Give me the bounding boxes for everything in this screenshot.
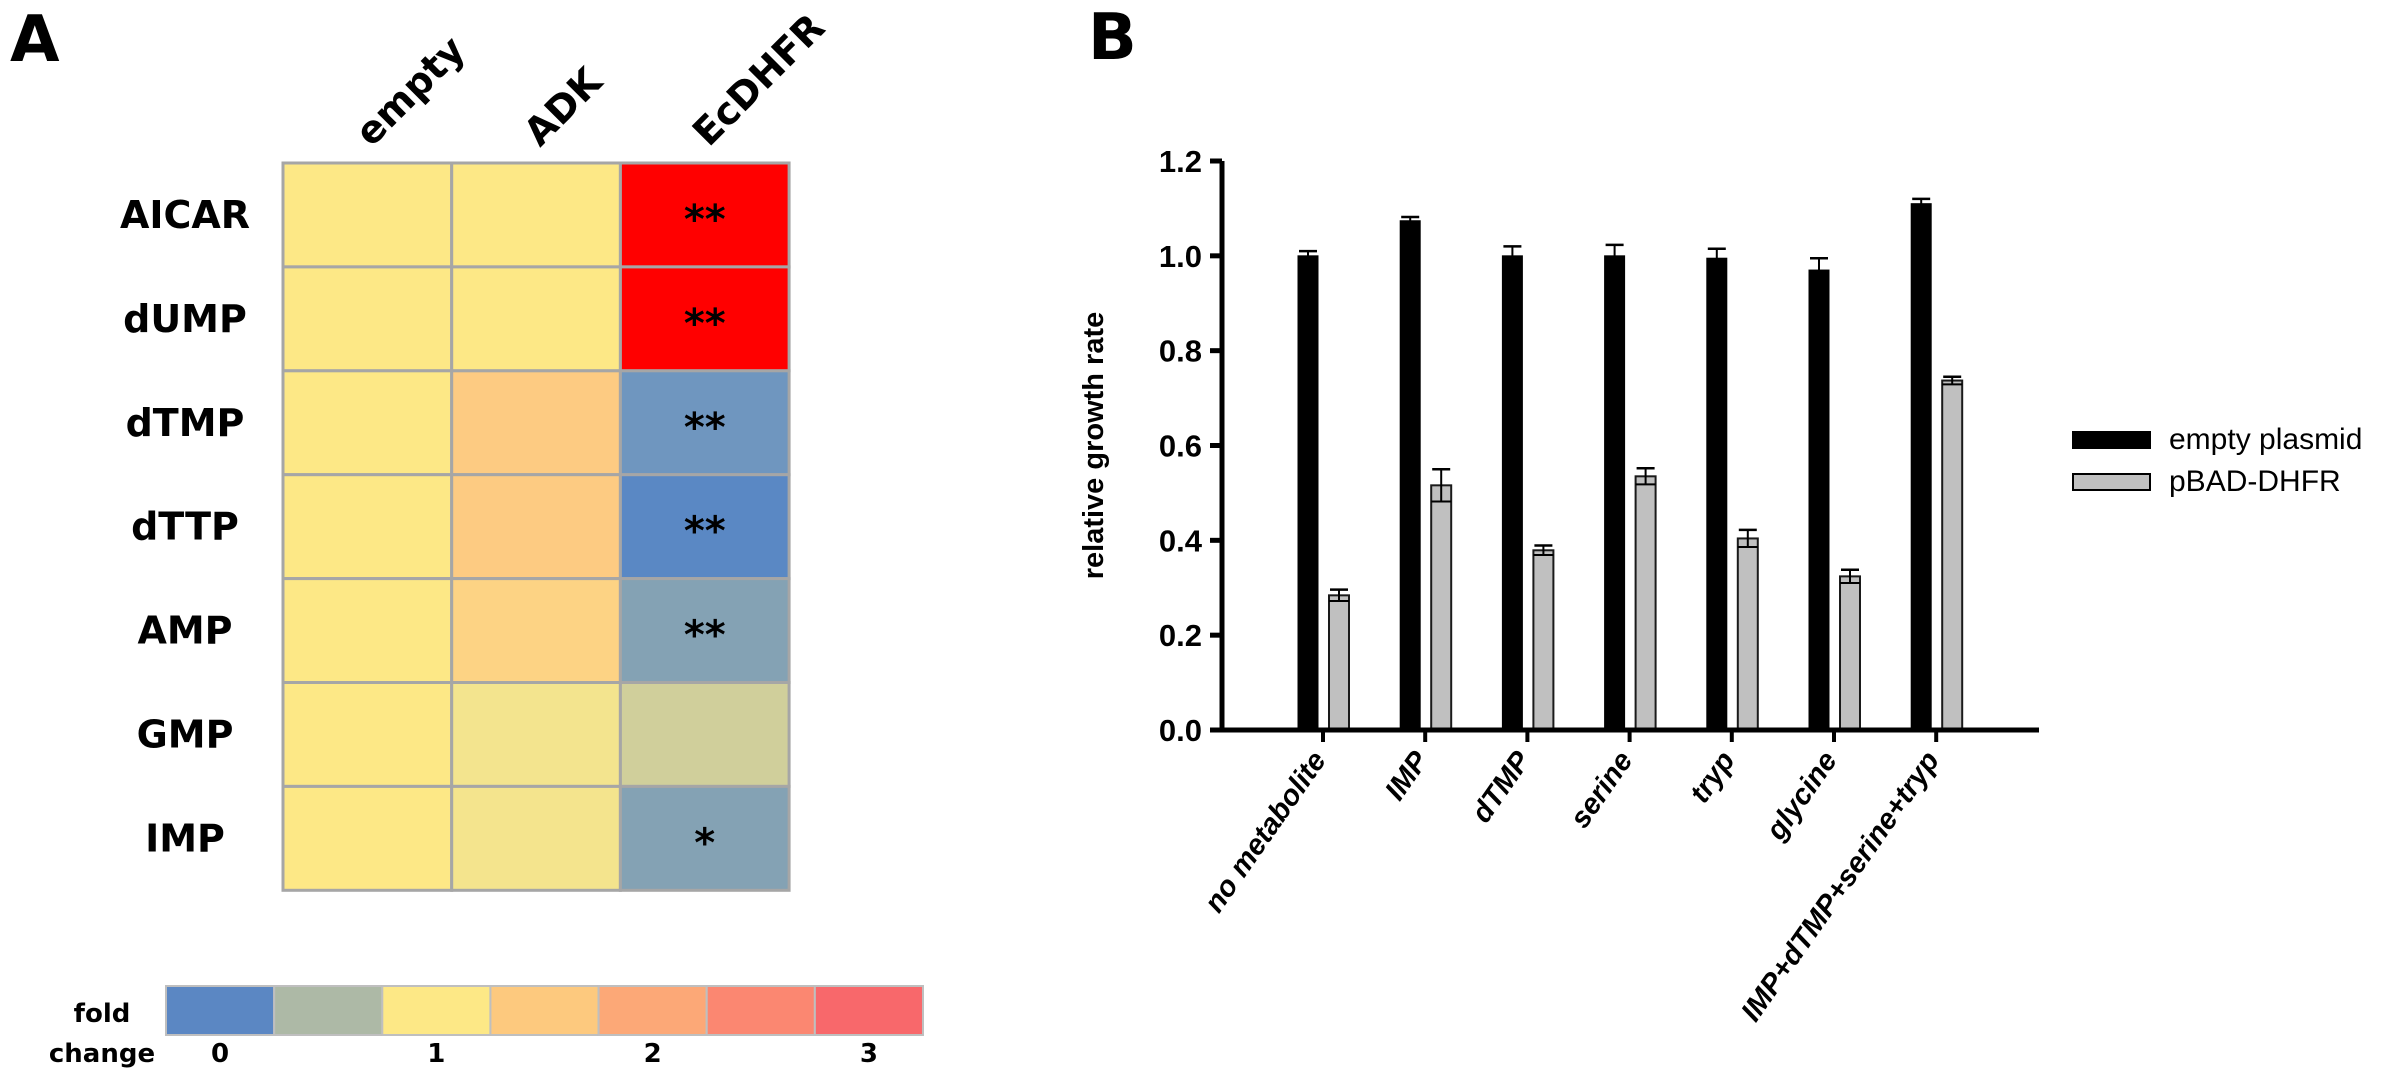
bar-pbad-dhfr: [1941, 379, 1964, 731]
colorscale-tick-label: 1: [427, 1039, 445, 1069]
bar-pbad-dhfr: [1328, 594, 1350, 731]
legend-swatch-empty-plasmid: [2072, 431, 2151, 449]
column-header: EcDHFR: [684, 5, 833, 154]
heatmap-cell: [281, 161, 454, 269]
heatmap-cell: [450, 784, 622, 892]
colorscale-swatch: [813, 985, 924, 1036]
legend-label: pBAD-DHFR: [2169, 465, 2341, 498]
x-tick-label: glycine: [1760, 746, 1844, 847]
row-label: IMP: [145, 816, 225, 860]
bar-empty-plasmid: [1501, 255, 1523, 731]
colorscale-swatch: [165, 985, 276, 1036]
bar-pbad-dhfr: [1634, 475, 1657, 731]
heatmap-cell: [618, 265, 791, 373]
significance-marker: **: [684, 509, 726, 555]
colorscale-tick-label: 0: [211, 1039, 229, 1069]
heatmap-cell: [618, 473, 791, 581]
colorscale-tick-label: 2: [644, 1039, 662, 1069]
bar-empty-plasmid: [1808, 269, 1830, 731]
heatmap-chart: empty ADK EcDHFR AICAR ** dUMP ** dTMP ** dTTP ** A…: [49, 5, 924, 1069]
heatmap-cell: [281, 681, 454, 788]
colorscale-tick-label: 3: [860, 1039, 878, 1069]
colorscale-swatch: [381, 985, 492, 1036]
bar-pbad-dhfr: [1736, 537, 1759, 731]
heatmap-cell: [618, 369, 791, 477]
significance-marker: **: [684, 301, 726, 347]
x-tick-label: IMP: [1379, 745, 1435, 806]
y-tick-label: 1.0: [1159, 239, 1202, 274]
y-tick-label: 0.2: [1159, 618, 1202, 653]
y-tick-label: 0.6: [1159, 429, 1202, 464]
significance-marker: **: [684, 197, 726, 243]
y-tick-label: 0.4: [1159, 523, 1203, 558]
heatmap-cell: [618, 681, 791, 788]
heatmap-cell: [618, 577, 791, 684]
significance-marker: **: [684, 613, 726, 659]
bar-empty-plasmid: [1604, 255, 1626, 731]
significance-marker: *: [694, 820, 715, 866]
legend-swatch-pbad-dhfr: [2072, 473, 2151, 491]
colorscale-swatch: [489, 985, 600, 1036]
y-axis-label: relative growth rate: [1078, 312, 1110, 580]
bar-empty-plasmid: [1399, 220, 1421, 731]
column-header: ADK: [515, 58, 611, 154]
heatmap-cell: [281, 473, 454, 581]
heatmap-cell: [281, 784, 454, 892]
row-label: AICAR: [120, 193, 250, 237]
bar-empty-plasmid: [1910, 203, 1932, 731]
legend-label: empty plasmid: [2169, 423, 2362, 456]
significance-marker: **: [684, 405, 726, 451]
bar-chart: 0.0 0.2 0.4 0.6 0.8 1.0 1.2 relative growth rat…: [1078, 144, 2362, 1028]
colorscale-swatch: [273, 985, 384, 1036]
heatmap-cell: [450, 473, 622, 581]
colorscale-swatch: [597, 985, 708, 1036]
row-label: AMP: [137, 609, 232, 653]
row-label: dTMP: [126, 401, 245, 445]
y-tick-label: 0.8: [1159, 334, 1202, 369]
x-tick-label: no metabolite: [1198, 746, 1332, 919]
bar-pbad-dhfr: [1430, 484, 1453, 731]
heatmap-cell: [450, 265, 622, 373]
row-label: dTTP: [131, 505, 239, 549]
heatmap-cell: [281, 369, 454, 477]
row-label: GMP: [137, 712, 234, 756]
x-tick-label: IMP+dTMP+serine+tryp: [1735, 746, 1946, 1028]
column-header: empty: [347, 27, 474, 154]
bar-pbad-dhfr: [1532, 549, 1555, 731]
y-tick-label: 1.2: [1159, 144, 1202, 179]
panel-b-label: B: [1088, 1, 1137, 75]
bar-pbad-dhfr: [1839, 575, 1861, 731]
heatmap-cell: [450, 577, 622, 684]
colorscale-swatch: [705, 985, 816, 1036]
heatmap-cell: [450, 369, 622, 477]
heatmap-cell: [281, 265, 454, 373]
heatmap-cell: [281, 577, 454, 684]
x-tick-label: dTMP: [1466, 745, 1538, 829]
heatmap-cell: [450, 681, 622, 788]
x-tick-label: serine: [1564, 746, 1639, 834]
colorscale-label: fold: [74, 999, 131, 1029]
bar-empty-plasmid: [1297, 255, 1319, 731]
y-tick-label: 0.0: [1159, 713, 1202, 748]
panel-a-label: A: [10, 3, 60, 77]
colorscale-label: change: [49, 1039, 155, 1069]
bar-empty-plasmid: [1706, 257, 1728, 731]
row-label: dUMP: [123, 297, 247, 341]
heatmap-cell: [450, 161, 622, 269]
x-tick-label: tryp: [1684, 746, 1742, 809]
heatmap-cell: [618, 784, 791, 892]
